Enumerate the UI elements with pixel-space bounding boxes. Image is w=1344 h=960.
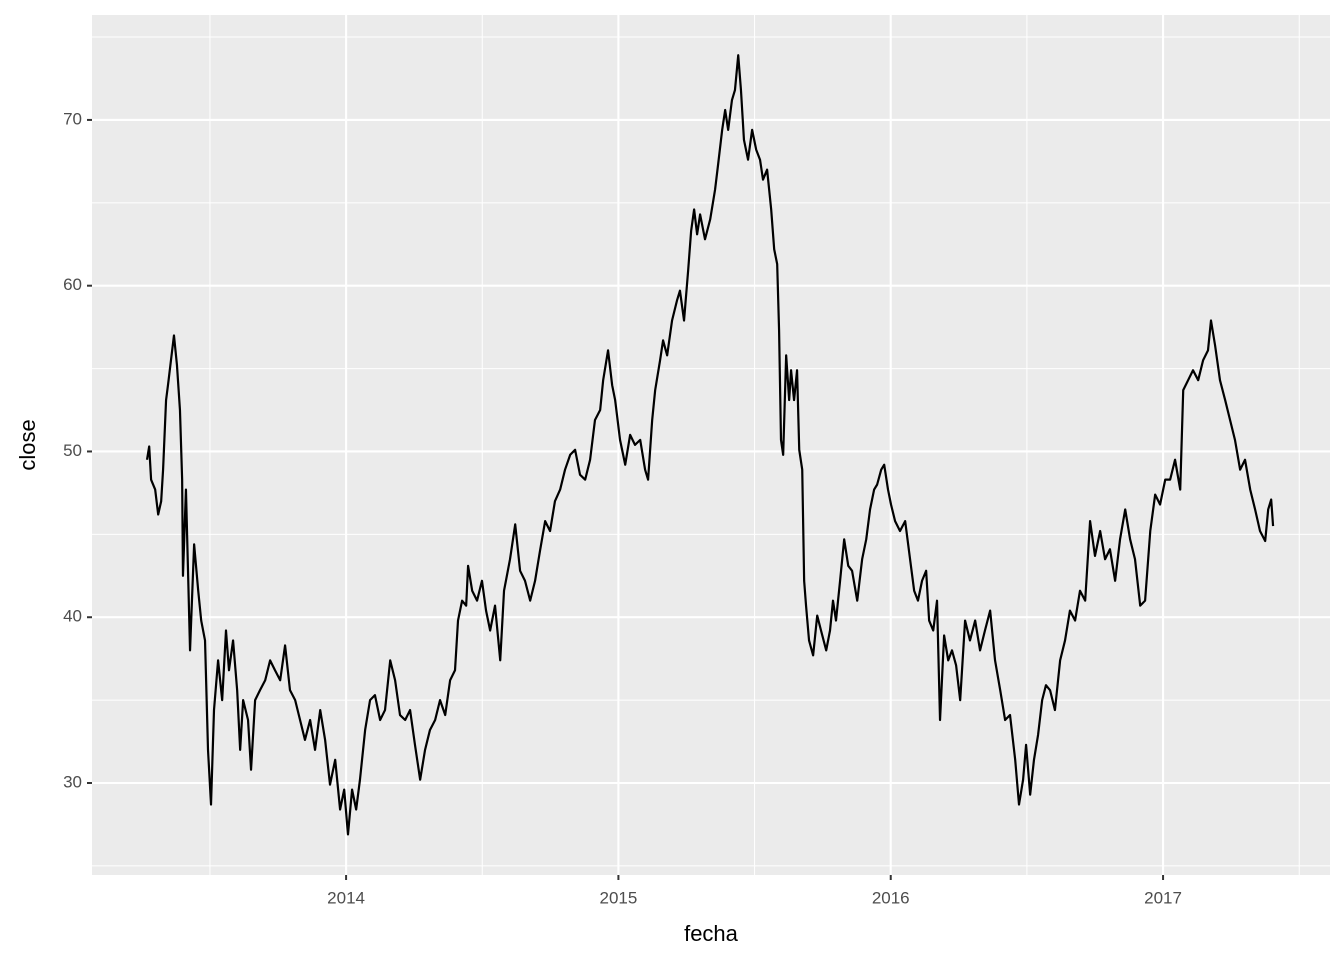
x-tick-label: 2014 [327, 888, 365, 907]
axes: 2014 2015 2016 2017 30 40 50 60 70 [63, 109, 1182, 907]
x-tick-label: 2015 [599, 888, 637, 907]
plot-area [145, 54, 1275, 836]
y-tick-label: 30 [63, 772, 82, 791]
y-tick-label: 40 [63, 607, 82, 626]
y-tick-label: 70 [63, 109, 82, 128]
y-axis-title: close [15, 419, 40, 470]
y-tick-label: 50 [63, 441, 82, 460]
x-axis-title: fecha [684, 921, 739, 946]
x-tick-label: 2017 [1144, 888, 1182, 907]
panel-background [92, 15, 1330, 875]
x-tick-label: 2016 [872, 888, 910, 907]
grid [92, 15, 1330, 875]
y-tick-label: 60 [63, 275, 82, 294]
series-line [145, 54, 1275, 836]
